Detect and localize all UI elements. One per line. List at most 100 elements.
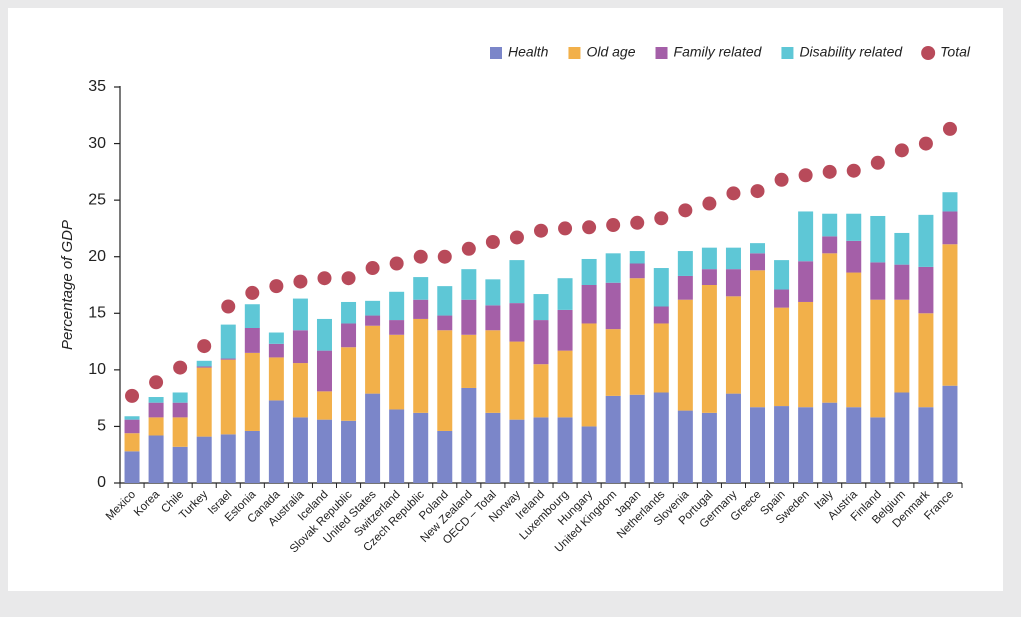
- bar-segment: [268, 400, 284, 483]
- bar-segment: [124, 416, 140, 420]
- bar-segment: [701, 412, 717, 483]
- total-dot: [245, 285, 260, 300]
- bar-segment: [581, 426, 597, 483]
- legend-marker: [655, 47, 668, 59]
- total-dot: [461, 241, 476, 256]
- bar-segment: [220, 359, 236, 435]
- bar-segment: [822, 253, 838, 403]
- total-dot: [894, 143, 909, 158]
- bar-segment: [341, 323, 357, 348]
- total-dot: [822, 164, 837, 179]
- bar-segment: [701, 269, 717, 285]
- bar-segment: [148, 397, 164, 403]
- y-tick-label: 35: [88, 78, 106, 95]
- total-dot: [534, 223, 548, 238]
- bar-segment: [629, 278, 645, 395]
- bar-segment: [918, 214, 934, 267]
- bar-segment: [605, 253, 621, 283]
- total-dot: [774, 172, 789, 187]
- bar-segment: [533, 417, 549, 483]
- bar-segment: [798, 301, 814, 408]
- y-tick-label: 30: [88, 135, 106, 152]
- bar-segment: [870, 417, 886, 483]
- legend-marker: [921, 46, 936, 60]
- total-dot: [654, 211, 669, 226]
- bar-segment: [365, 325, 381, 394]
- bar-segment: [677, 251, 693, 276]
- bar-segment: [846, 272, 862, 408]
- total-dot: [317, 271, 332, 286]
- bar-segment: [437, 430, 453, 483]
- bar-segment: [316, 419, 332, 483]
- bar-segment: [509, 419, 525, 483]
- bar-segment: [413, 318, 429, 413]
- bar-segment: [461, 387, 477, 483]
- bar-segment: [389, 320, 405, 335]
- total-dot: [750, 184, 765, 199]
- bar-segment: [389, 291, 405, 321]
- bar-segment: [774, 260, 790, 290]
- bar-segment: [509, 303, 525, 342]
- legend-marker: [490, 47, 502, 59]
- bar-segment: [653, 306, 669, 324]
- bar-segment: [148, 417, 164, 436]
- bar-segment: [413, 412, 429, 483]
- bar-segment: [725, 296, 741, 394]
- legend-label: Old age: [586, 44, 635, 60]
- bar-segment: [822, 213, 838, 237]
- bar-segment: [822, 402, 838, 483]
- bar-segment: [557, 417, 573, 483]
- bar-segment: [846, 407, 862, 483]
- bar-segment: [918, 266, 934, 314]
- bar-segment: [196, 367, 212, 437]
- bar-segment: [461, 269, 477, 300]
- bar-segment: [894, 232, 910, 265]
- total-dot: [125, 388, 140, 403]
- bar-segment: [870, 299, 886, 418]
- bar-segment: [220, 358, 236, 360]
- legend-label: Health: [508, 44, 549, 60]
- total-dot: [413, 249, 428, 264]
- total-dot: [678, 203, 693, 218]
- bar-segment: [509, 341, 525, 420]
- bar-segment: [244, 304, 260, 328]
- total-dot: [918, 136, 933, 151]
- bar-segment: [725, 393, 741, 483]
- legend-label: Family related: [674, 44, 763, 60]
- total-dot: [726, 186, 741, 201]
- bar-segment: [677, 275, 693, 300]
- bar-segment: [750, 407, 766, 483]
- y-tick-label: 15: [88, 305, 106, 322]
- bar-segment: [894, 299, 910, 393]
- y-tick-label: 10: [88, 361, 106, 378]
- bar-segment: [846, 213, 862, 241]
- bar-segment: [774, 406, 790, 483]
- bar-segment: [798, 261, 814, 302]
- total-dot: [870, 155, 885, 170]
- total-dot: [509, 230, 524, 245]
- bar-segment: [942, 211, 958, 245]
- bar-segment: [316, 318, 332, 351]
- bar-segment: [774, 289, 790, 308]
- bar-segment: [894, 264, 910, 300]
- bar-segment: [437, 286, 453, 316]
- bar-segment: [268, 357, 284, 401]
- bar-segment: [557, 350, 573, 418]
- bar-segment: [942, 192, 958, 212]
- bar-segment: [316, 391, 332, 420]
- total-dot: [558, 221, 573, 236]
- legend-label: Total: [940, 44, 971, 60]
- bar-segment: [629, 394, 645, 483]
- total-dot: [293, 274, 308, 289]
- bar-segment: [389, 409, 405, 483]
- y-axis-label: Percentage of GDP: [59, 220, 76, 350]
- bar-segment: [196, 436, 212, 483]
- total-dot: [269, 279, 284, 294]
- bar-segment: [413, 277, 429, 300]
- total-dot: [221, 299, 236, 314]
- y-tick-label: 20: [88, 248, 106, 265]
- bar-segment: [244, 352, 260, 431]
- total-dot: [485, 235, 500, 250]
- bar-segment: [918, 313, 934, 408]
